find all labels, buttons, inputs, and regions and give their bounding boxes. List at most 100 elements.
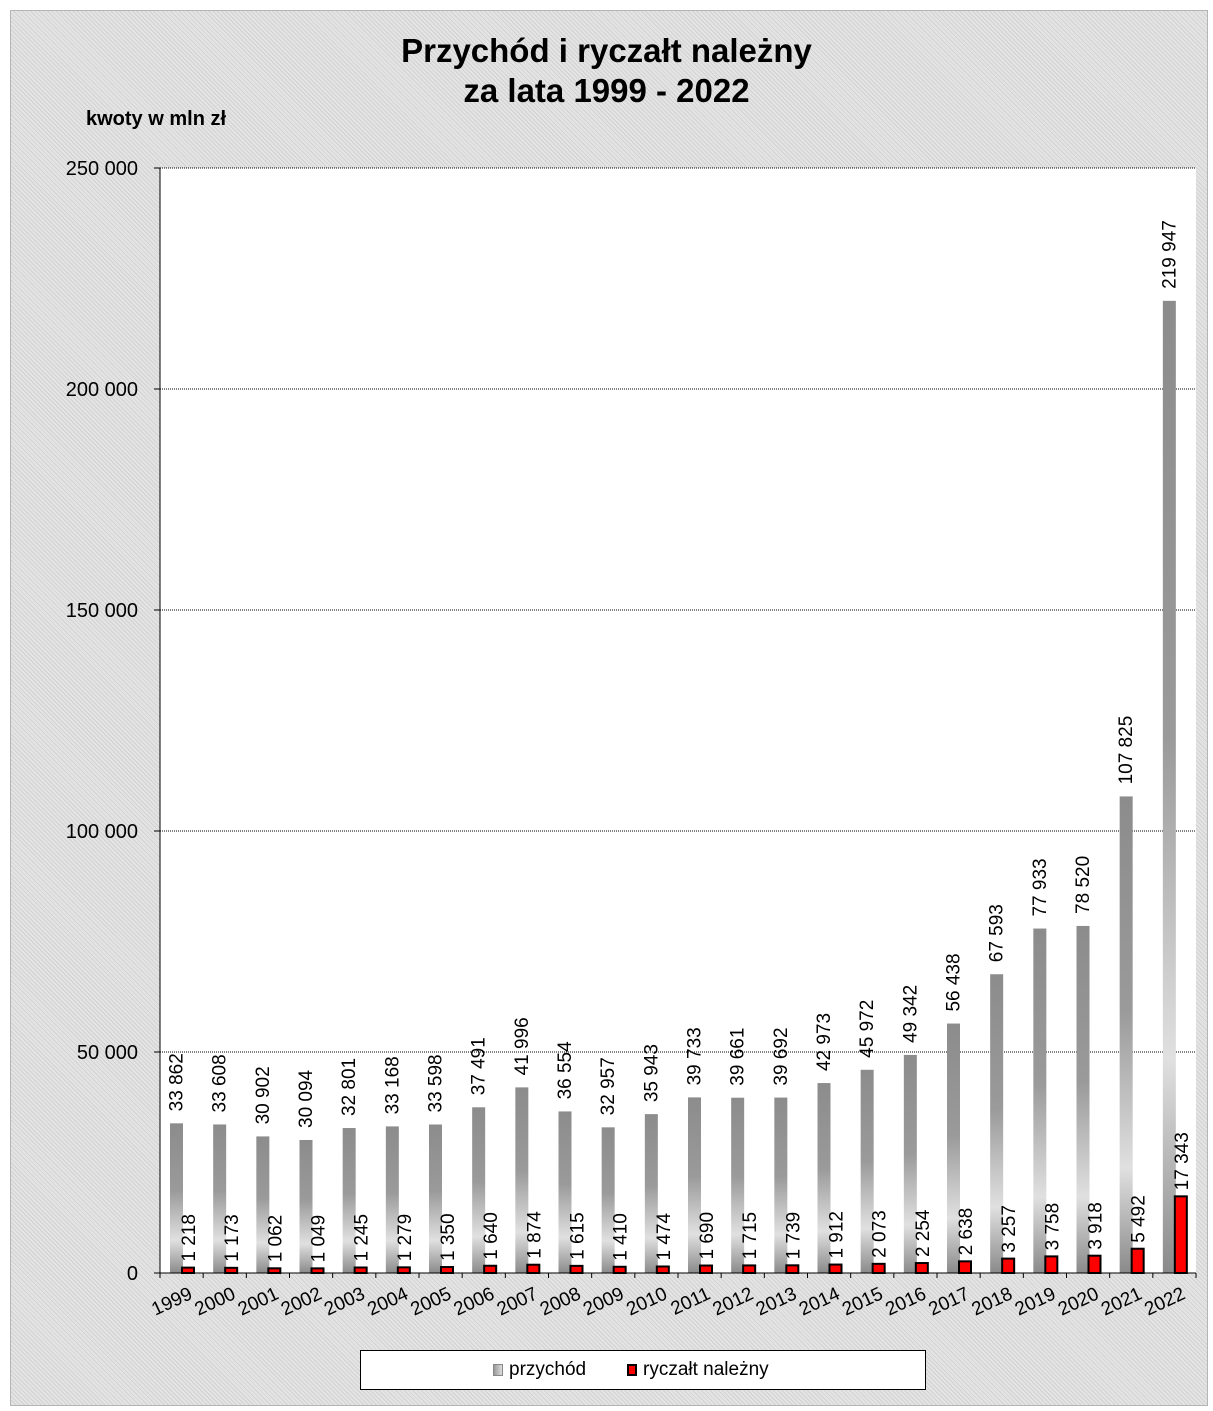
bar-flat-tax bbox=[396, 1266, 411, 1274]
data-label-revenue: 39 733 bbox=[685, 1027, 706, 1085]
bar-flat-tax bbox=[742, 1264, 757, 1274]
bar-flat-tax bbox=[526, 1263, 541, 1274]
legend-item-revenue: przychód bbox=[493, 1359, 586, 1381]
data-label-flat-tax: 1 615 bbox=[568, 1212, 589, 1260]
x-tick-label: 2005 bbox=[408, 1283, 455, 1320]
data-label-flat-tax: 5 492 bbox=[1129, 1195, 1150, 1243]
data-label-flat-tax: 1 218 bbox=[179, 1214, 200, 1262]
bar-revenue bbox=[644, 1114, 658, 1273]
bar-revenue bbox=[688, 1097, 701, 1273]
data-label-flat-tax: 3 257 bbox=[999, 1205, 1020, 1253]
x-tick-label: 2012 bbox=[710, 1283, 757, 1320]
legend-label-flat-tax: ryczałt należny bbox=[643, 1359, 769, 1380]
bar-flat-tax bbox=[353, 1266, 368, 1274]
bar-flat-tax bbox=[612, 1265, 627, 1275]
x-tick-label: 2018 bbox=[969, 1283, 1016, 1320]
x-tick-label: 2009 bbox=[580, 1283, 627, 1320]
data-label-revenue: 107 825 bbox=[1116, 716, 1137, 785]
data-label-flat-tax: 1 279 bbox=[395, 1214, 416, 1262]
bar-flat-tax bbox=[699, 1264, 713, 1274]
data-label-revenue: 45 972 bbox=[857, 1000, 878, 1058]
x-tick-label: 1999 bbox=[149, 1283, 196, 1320]
bar-flat-tax bbox=[224, 1266, 239, 1274]
data-label-flat-tax: 1 912 bbox=[827, 1211, 848, 1259]
legend-item-flat-tax: ryczałt należny bbox=[627, 1359, 769, 1381]
bar-flat-tax bbox=[440, 1266, 454, 1274]
data-label-flat-tax: 1 173 bbox=[222, 1214, 243, 1262]
bar-revenue bbox=[299, 1139, 313, 1273]
bar-flat-tax bbox=[655, 1265, 670, 1274]
bar-flat-tax bbox=[1130, 1247, 1145, 1274]
x-tick-label: 2020 bbox=[1055, 1283, 1102, 1320]
data-label-revenue: 32 957 bbox=[598, 1057, 619, 1115]
bar-revenue bbox=[731, 1097, 745, 1273]
bar-revenue bbox=[1119, 796, 1133, 1273]
bar-flat-tax bbox=[828, 1263, 843, 1274]
bar-revenue bbox=[903, 1054, 917, 1273]
data-label-flat-tax: 1 640 bbox=[481, 1212, 502, 1260]
legend-swatch-flat-tax bbox=[627, 1364, 637, 1376]
plot-area bbox=[160, 168, 1196, 1273]
y-tick-label: 0 bbox=[127, 1263, 138, 1285]
data-label-revenue: 77 933 bbox=[1030, 858, 1051, 916]
x-tick-label: 2022 bbox=[1141, 1283, 1188, 1320]
y-tick-label: 200 000 bbox=[66, 379, 138, 401]
bar-revenue bbox=[256, 1136, 270, 1273]
bar-flat-tax bbox=[181, 1266, 195, 1275]
x-tick-label: 2017 bbox=[926, 1283, 973, 1320]
x-tick-label: 2019 bbox=[1012, 1283, 1059, 1320]
data-label-revenue: 30 094 bbox=[296, 1069, 317, 1128]
data-label-flat-tax: 2 073 bbox=[870, 1210, 891, 1258]
data-label-flat-tax: 1 350 bbox=[438, 1213, 459, 1261]
data-label-flat-tax: 2 638 bbox=[956, 1208, 977, 1256]
x-tick-label: 2010 bbox=[623, 1283, 670, 1320]
bar-flat-tax bbox=[483, 1264, 498, 1275]
y-tick-label: 100 000 bbox=[66, 821, 138, 843]
x-tick-label: 2001 bbox=[235, 1283, 282, 1320]
data-label-revenue: 39 692 bbox=[771, 1027, 792, 1085]
y-tick-label: 250 000 bbox=[66, 158, 138, 180]
data-label-revenue: 33 608 bbox=[210, 1054, 231, 1112]
x-tick-label: 2015 bbox=[839, 1283, 886, 1320]
x-tick-label: 2007 bbox=[494, 1283, 541, 1320]
bar-revenue bbox=[1076, 925, 1090, 1273]
bar-revenue bbox=[601, 1127, 615, 1273]
chart-title: Przychód i ryczałt należny za lata 1999 … bbox=[0, 31, 1213, 111]
data-label-flat-tax: 1 739 bbox=[783, 1212, 804, 1260]
bar-revenue bbox=[990, 974, 1004, 1273]
chart-title-line-2: za lata 1999 - 2022 bbox=[463, 72, 750, 109]
data-label-revenue: 56 438 bbox=[944, 953, 965, 1011]
data-label-flat-tax: 1 062 bbox=[265, 1215, 286, 1263]
data-label-flat-tax: 17 343 bbox=[1172, 1132, 1193, 1190]
bar-flat-tax bbox=[569, 1264, 584, 1274]
data-label-revenue: 35 943 bbox=[641, 1044, 662, 1102]
x-tick-label: 2013 bbox=[753, 1283, 800, 1320]
bar-flat-tax bbox=[267, 1267, 282, 1274]
data-label-flat-tax: 1 715 bbox=[740, 1212, 761, 1260]
data-label-revenue: 78 520 bbox=[1073, 856, 1094, 914]
data-label-flat-tax: 1 690 bbox=[697, 1212, 718, 1260]
bar-flat-tax bbox=[310, 1267, 325, 1274]
data-label-flat-tax: 1 410 bbox=[611, 1213, 632, 1261]
bar-flat-tax bbox=[1044, 1255, 1059, 1275]
x-tick-label: 2014 bbox=[796, 1283, 844, 1320]
data-label-revenue: 33 168 bbox=[382, 1056, 403, 1114]
x-tick-label: 2011 bbox=[668, 1283, 714, 1319]
legend-label-revenue: przychód bbox=[509, 1359, 587, 1380]
bar-revenue bbox=[817, 1083, 831, 1273]
bar-revenue bbox=[947, 1023, 960, 1273]
bar-revenue bbox=[1162, 300, 1176, 1274]
data-label-revenue: 39 661 bbox=[728, 1028, 749, 1086]
legend-swatch-revenue bbox=[493, 1364, 503, 1376]
data-label-revenue: 67 593 bbox=[987, 904, 1008, 962]
data-label-revenue: 32 801 bbox=[339, 1058, 360, 1116]
bar-revenue bbox=[1033, 928, 1047, 1273]
x-tick-label: 2000 bbox=[192, 1283, 239, 1320]
data-label-revenue: 36 554 bbox=[555, 1041, 576, 1100]
data-label-flat-tax: 1 245 bbox=[352, 1214, 373, 1262]
data-label-flat-tax: 1 049 bbox=[309, 1215, 330, 1263]
y-tick-label: 50 000 bbox=[77, 1042, 138, 1064]
bar-flat-tax bbox=[785, 1264, 800, 1274]
bar-revenue bbox=[472, 1107, 486, 1273]
bar-flat-tax bbox=[1001, 1257, 1016, 1274]
